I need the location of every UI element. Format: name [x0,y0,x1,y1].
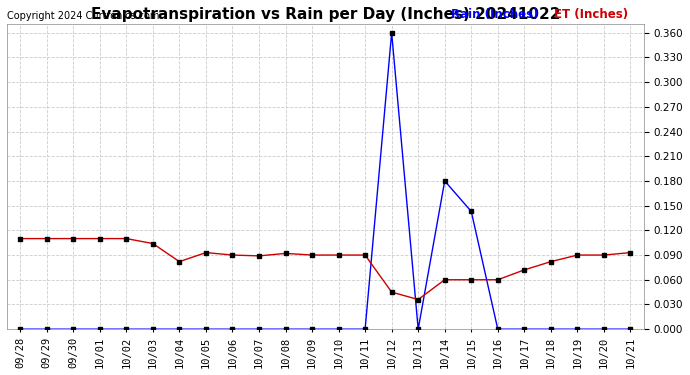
Text: ET (Inches): ET (Inches) [554,8,628,21]
Text: Copyright 2024 Curtronics.com: Copyright 2024 Curtronics.com [7,11,159,21]
Title: Evapotranspiration vs Rain per Day (Inches) 20241022: Evapotranspiration vs Rain per Day (Inch… [90,7,560,22]
Text: Rain (Inches): Rain (Inches) [451,8,538,21]
